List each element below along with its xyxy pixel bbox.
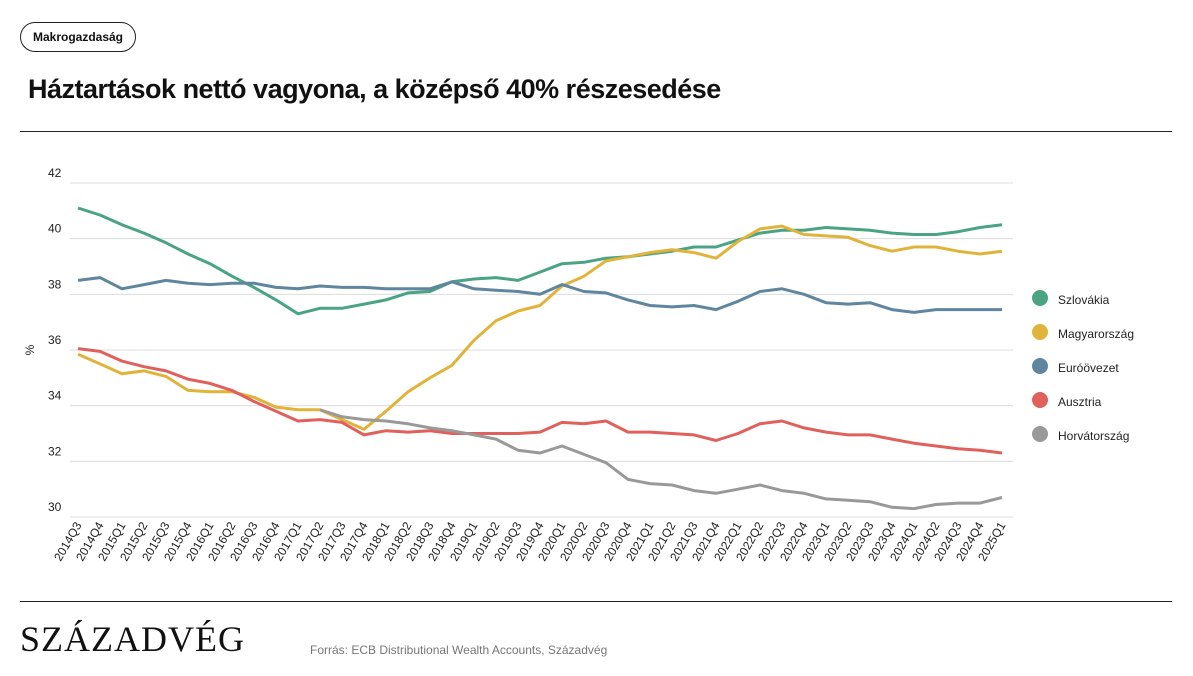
y-axis-label: %: [23, 344, 37, 355]
legend-marker: [1032, 392, 1048, 408]
legend-label: Szlovákia: [1058, 293, 1110, 307]
y-tick-label: 40: [48, 222, 62, 236]
legend-marker: [1032, 290, 1048, 306]
legend-label: Horvátország: [1058, 429, 1129, 443]
y-tick-label: 38: [48, 277, 62, 291]
chart-title: Háztartások nettó vagyona, a középső 40%…: [28, 74, 721, 104]
legend-marker: [1032, 426, 1048, 442]
series-line: [77, 206, 1003, 316]
y-tick-label: 36: [48, 333, 62, 347]
series-line: [77, 224, 1003, 431]
legend-label: Magyarország: [1058, 327, 1134, 341]
series-line: [77, 276, 1002, 314]
divider: [20, 601, 1172, 602]
y-tick-label: 42: [48, 166, 62, 180]
y-tick-label: 32: [48, 444, 62, 458]
y-tick-label: 34: [48, 389, 62, 403]
chart: % 303234363840422014Q32014Q42015Q12015Q2…: [23, 166, 1134, 563]
series-line: [77, 347, 1003, 455]
legend-label: Euróövezet: [1058, 361, 1119, 375]
legend-marker: [1032, 358, 1048, 374]
divider: [20, 131, 1172, 132]
logo[interactable]: SZÁZADVÉG: [20, 619, 245, 659]
y-tick-label: 30: [48, 500, 62, 514]
legend-label: Ausztria: [1058, 395, 1102, 409]
category-tag[interactable]: Makrogazdaság: [20, 22, 136, 52]
legend-marker: [1032, 324, 1048, 340]
source: Forrás: ECB Distributional Wealth Accoun…: [310, 643, 608, 657]
series-line: [319, 408, 1003, 511]
